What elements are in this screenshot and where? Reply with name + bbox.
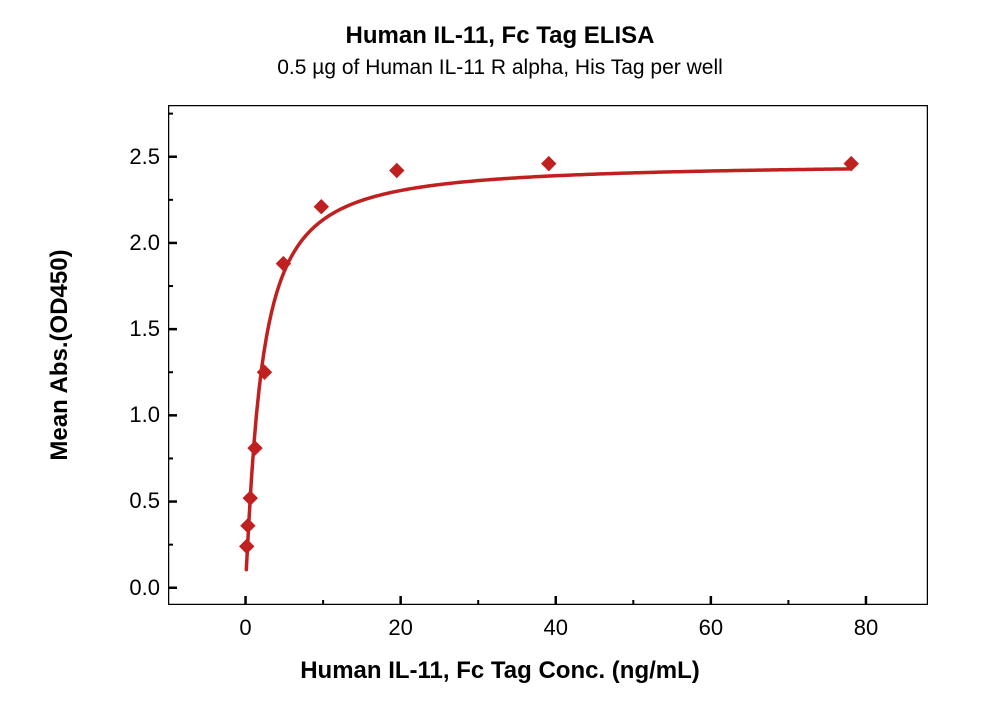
chart-title: Human IL-11, Fc Tag ELISA <box>0 22 1000 50</box>
y-tick-label: 0.0 <box>100 575 160 601</box>
x-tick-label: 40 <box>544 615 568 641</box>
data-point <box>390 164 404 178</box>
data-point <box>240 539 254 553</box>
plot-area <box>168 105 928 605</box>
y-tick-label: 1.0 <box>100 402 160 428</box>
data-point <box>243 491 257 505</box>
data-point <box>542 157 556 171</box>
fit-curve <box>246 169 850 570</box>
x-axis-label: Human IL-11, Fc Tag Conc. (ng/mL) <box>0 657 1000 685</box>
data-point <box>241 519 255 533</box>
y-axis-label: Mean Abs.(OD450) <box>46 105 74 605</box>
x-tick-label: 60 <box>699 615 723 641</box>
chart-subtitle: 0.5 µg of Human IL-11 R alpha, His Tag p… <box>0 56 1000 80</box>
data-point <box>314 200 328 214</box>
figure: Human IL-11, Fc Tag ELISA 0.5 µg of Huma… <box>0 0 1000 714</box>
data-point <box>248 441 262 455</box>
x-tick-label: 20 <box>388 615 412 641</box>
y-tick-label: 0.5 <box>100 488 160 514</box>
y-tick-label: 2.0 <box>100 230 160 256</box>
x-tick-label: 80 <box>854 615 878 641</box>
y-tick-label: 1.5 <box>100 316 160 342</box>
y-tick-label: 2.5 <box>100 144 160 170</box>
x-tick-label: 0 <box>239 615 251 641</box>
chart-svg <box>168 105 928 605</box>
